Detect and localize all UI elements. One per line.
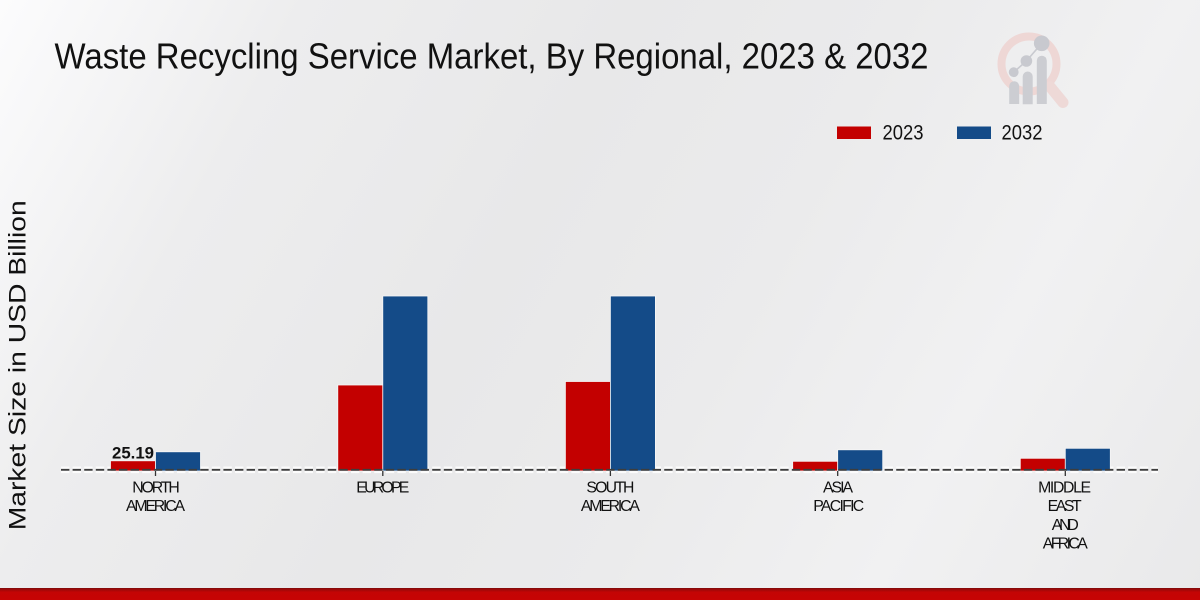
svg-text:25.19: 25.19	[112, 444, 154, 463]
svg-text:AFRICA: AFRICA	[1043, 536, 1088, 553]
svg-text:AND: AND	[1052, 517, 1079, 534]
svg-text:ASIA: ASIA	[823, 480, 853, 497]
svg-text:EAST: EAST	[1048, 498, 1082, 515]
svg-text:2032: 2032	[1002, 122, 1043, 145]
svg-text:Market Size in USD Billion: Market Size in USD Billion	[4, 200, 31, 530]
svg-text:AMERICA: AMERICA	[126, 498, 185, 515]
svg-text:EUROPE: EUROPE	[356, 480, 409, 497]
svg-text:MIDDLE: MIDDLE	[1038, 480, 1091, 497]
svg-text:2023: 2023	[883, 122, 924, 145]
svg-text:AMERICA: AMERICA	[581, 498, 640, 515]
svg-text:SOUTH: SOUTH	[586, 480, 634, 497]
svg-text:Waste Recycling Service Market: Waste Recycling Service Market, By Regio…	[55, 36, 929, 77]
svg-text:NORTH: NORTH	[132, 480, 180, 497]
svg-text:PACIFIC: PACIFIC	[813, 498, 864, 515]
